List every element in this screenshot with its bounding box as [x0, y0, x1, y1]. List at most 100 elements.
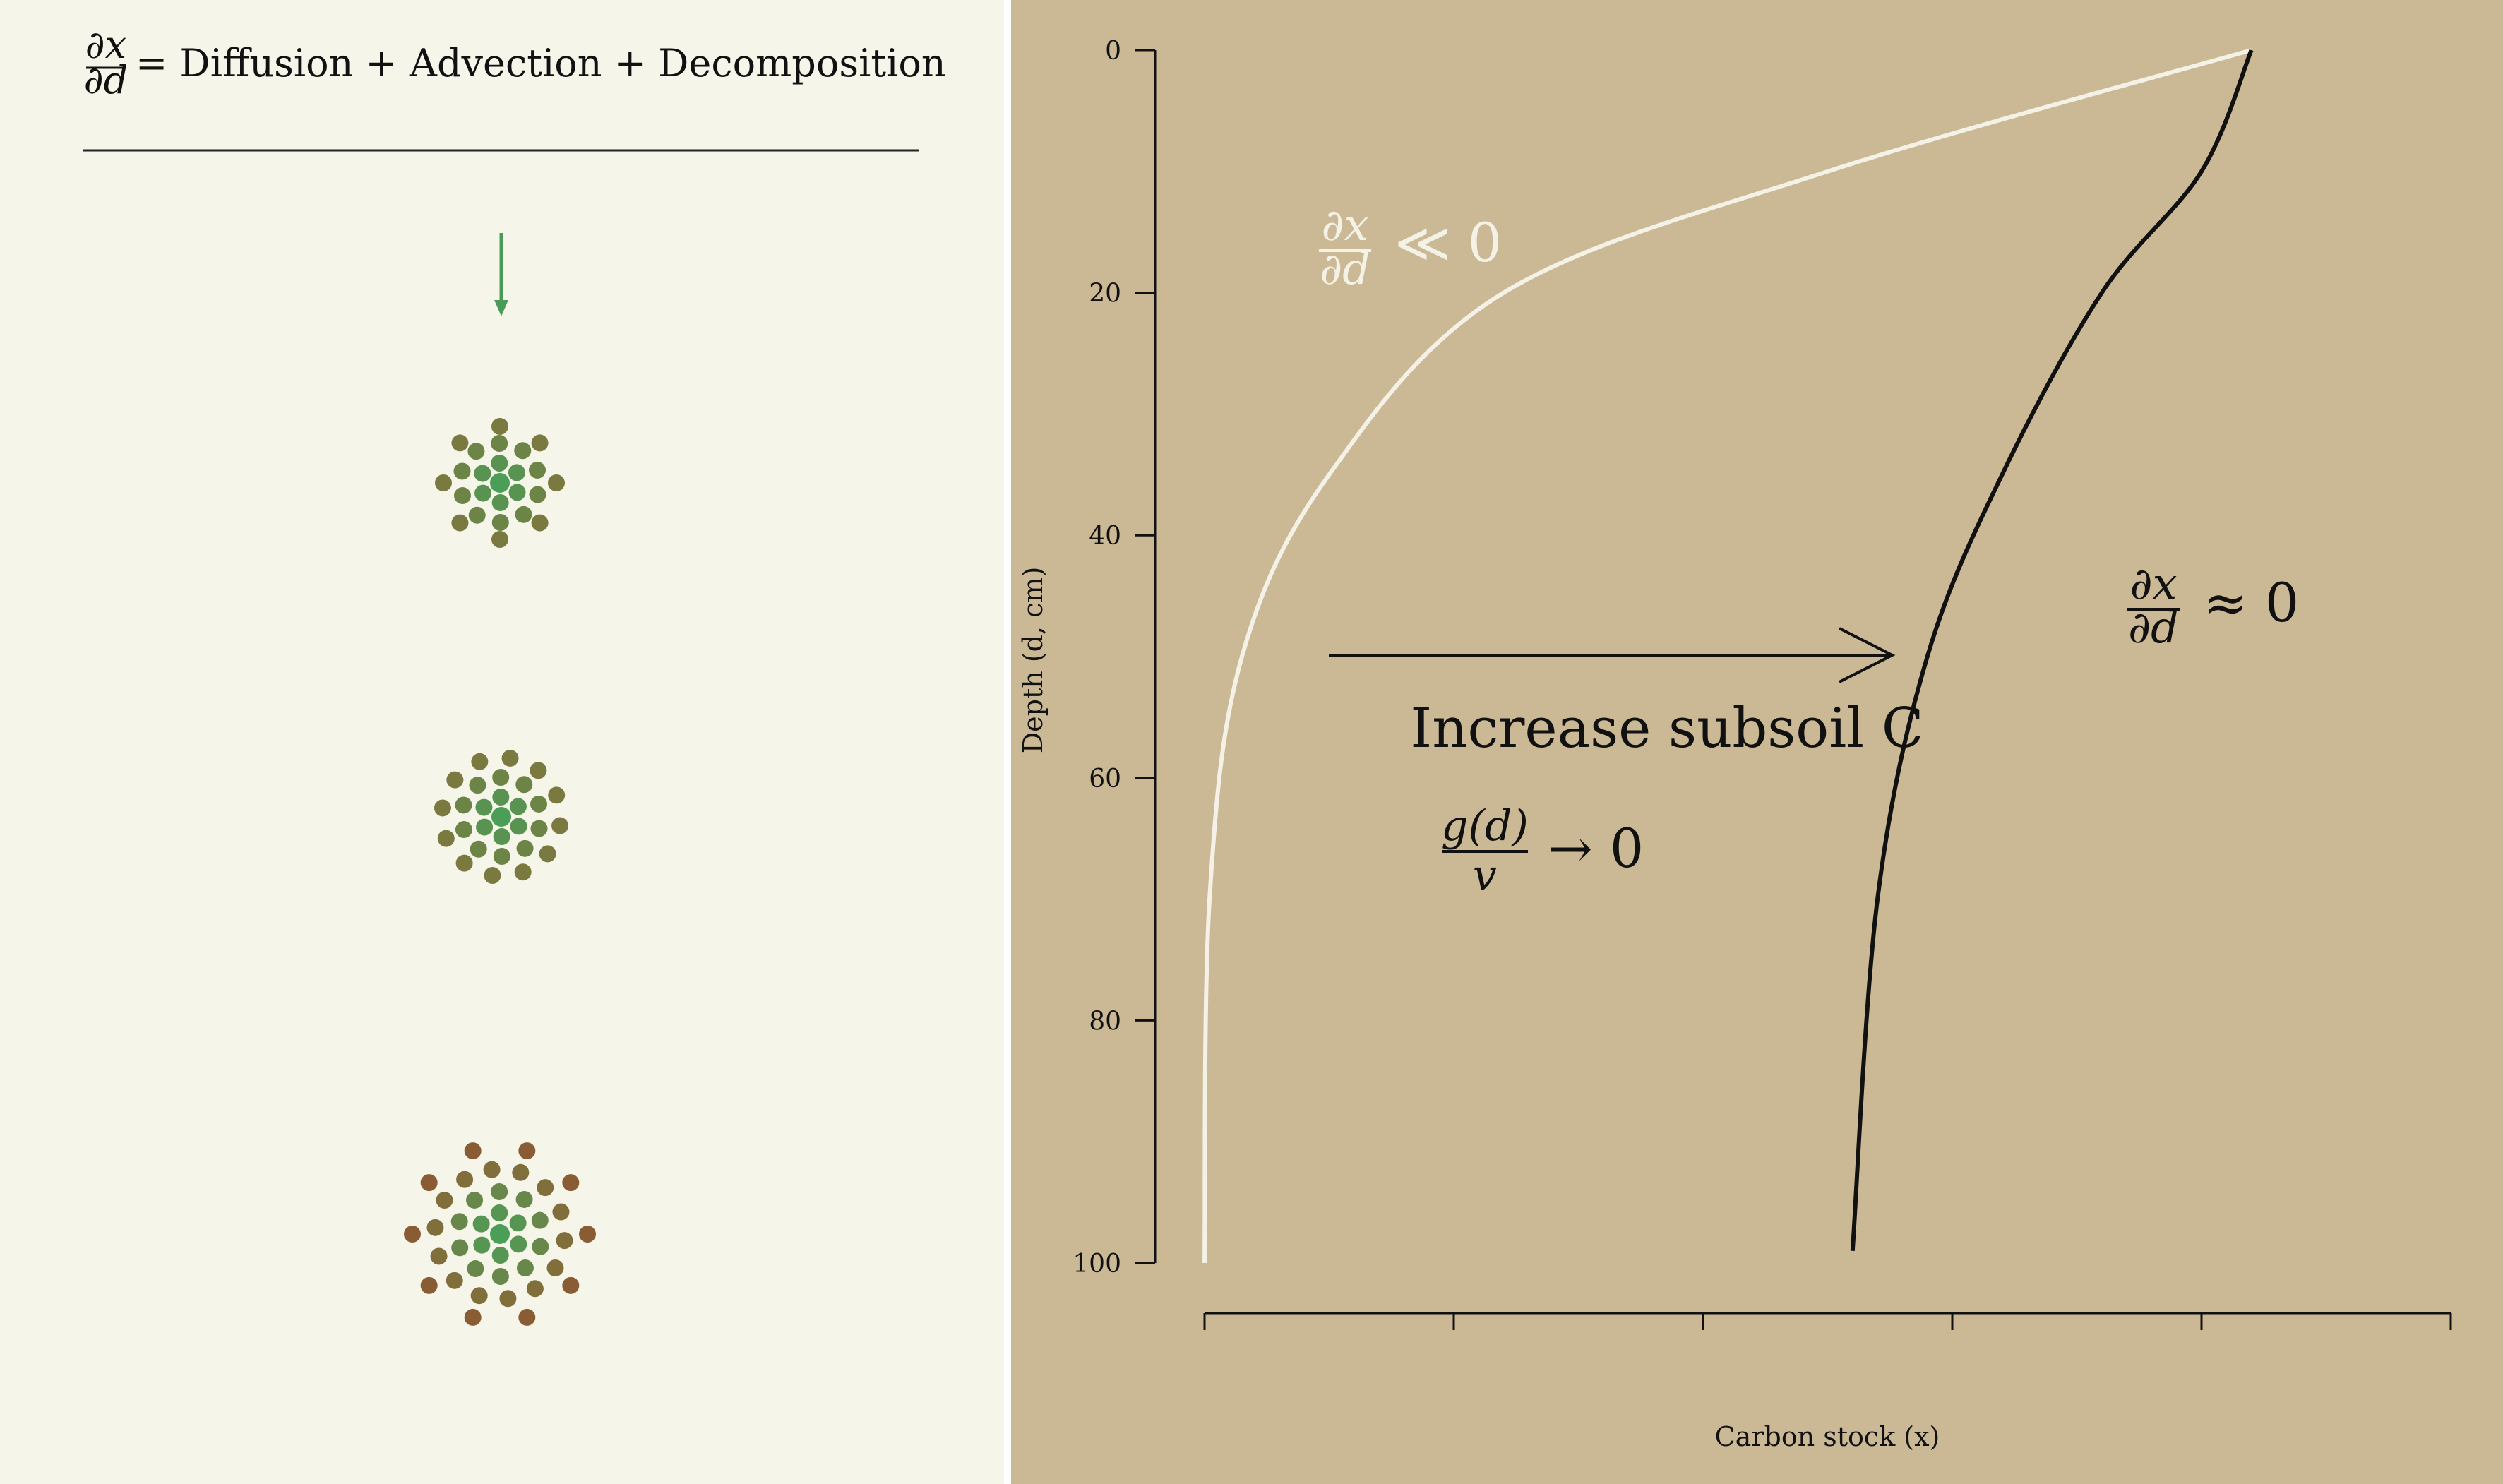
- equation-frac-num: ∂x: [85, 23, 126, 67]
- particle-dot: [420, 1276, 438, 1294]
- y-tick-label: 0: [1105, 37, 1121, 66]
- black-label-num: ∂x: [2129, 558, 2177, 609]
- particle-dot: [466, 1191, 484, 1209]
- particle-dot: [516, 839, 534, 857]
- particle-dot: [446, 1271, 463, 1289]
- particle-dot: [436, 1192, 453, 1209]
- particle-dot: [509, 1214, 527, 1232]
- particle-dot: [518, 1308, 536, 1326]
- y-axis-label: Depth (d, cm): [1017, 567, 1049, 754]
- arrow-text: Increase subsoil C: [1410, 697, 1923, 760]
- particle-dot: [491, 418, 508, 435]
- particle-dot: [472, 1215, 490, 1233]
- particle-dot: [492, 769, 510, 786]
- particle-dot: [530, 820, 548, 837]
- annotation-g-ratio: g(d) v → 0: [1441, 801, 1644, 900]
- particle-dot: [464, 1308, 482, 1326]
- particle-dot: [453, 487, 471, 505]
- particle-dot: [515, 1190, 533, 1208]
- particle-dot: [490, 1224, 510, 1244]
- g-label-den: v: [1473, 851, 1497, 900]
- particle-dot: [469, 777, 486, 794]
- particle-dot: [453, 462, 471, 480]
- equation: ∂x ∂d = Diffusion + Advection + Decompos…: [84, 23, 946, 102]
- downward-arrow-icon: [494, 233, 508, 316]
- increase-arrow: Increase subsoil C: [1329, 627, 1924, 760]
- particle-dot: [539, 845, 556, 863]
- right-panel: [1011, 0, 2503, 1484]
- particle-dot: [515, 505, 532, 523]
- particle-dot: [491, 1183, 508, 1201]
- particle-dot: [532, 1238, 549, 1255]
- particle-dot: [548, 786, 566, 804]
- particle-dot: [468, 506, 486, 524]
- annotation-white-gradient: ∂x ∂d ≪ 0: [1319, 199, 1502, 294]
- particle-dot: [546, 1259, 564, 1276]
- particle-dot: [476, 818, 494, 836]
- y-tick-label: 20: [1089, 280, 1121, 309]
- equation-rhs: = Diffusion + Advection + Decomposition: [136, 41, 946, 85]
- y-tick-label: 40: [1089, 522, 1121, 551]
- particle-dot: [537, 1179, 554, 1197]
- particle-dot: [455, 796, 472, 814]
- particle-dot: [493, 827, 510, 845]
- particle-cluster-large: [404, 1142, 596, 1326]
- particle-dot: [551, 817, 569, 834]
- particle-dot: [455, 854, 473, 872]
- particle-dot: [526, 1280, 544, 1298]
- equation-frac-den: ∂d: [84, 58, 129, 102]
- particle-dot: [464, 1142, 482, 1160]
- particle-dot: [529, 486, 546, 503]
- y-tick-label: 60: [1089, 765, 1121, 794]
- y-tick-label: 80: [1089, 1007, 1121, 1036]
- particle-dot: [451, 434, 469, 452]
- particle-dot: [518, 1142, 536, 1160]
- series-line-black: [1850, 49, 2254, 1252]
- particle-dot: [491, 1204, 508, 1222]
- particle-dot: [552, 1203, 570, 1221]
- particle-dot: [435, 474, 452, 491]
- particle-dot: [467, 1260, 484, 1278]
- particle-dot: [499, 1290, 517, 1308]
- particle-dot: [404, 1226, 421, 1243]
- particle-dot: [562, 1276, 580, 1294]
- particle-dot: [467, 443, 485, 460]
- particle-dot: [579, 1226, 596, 1243]
- particle-dot: [491, 435, 508, 453]
- arrowhead-icon: [1839, 627, 1896, 683]
- particle-dot: [512, 1163, 530, 1181]
- particle-dot: [491, 513, 509, 531]
- particle-dot: [471, 753, 489, 770]
- particle-dot: [493, 847, 510, 865]
- particle-dot: [491, 455, 508, 472]
- particle-dot: [514, 863, 532, 881]
- particle-dot: [420, 1174, 438, 1192]
- x-axis-label: Carbon stock (x): [1715, 1421, 1940, 1452]
- particle-dot: [451, 1239, 469, 1257]
- annotation-black-gradient: ∂x ∂d ≈ 0: [2127, 558, 2299, 653]
- particle-dot: [492, 789, 510, 806]
- particle-dot: [484, 867, 501, 885]
- y-ticks: 0 20 40 60 80 100: [1073, 37, 1155, 1279]
- particle-dot: [470, 840, 487, 858]
- particle-cluster-medium: [434, 749, 569, 885]
- particle-dot: [426, 1219, 444, 1236]
- particle-cluster-small: [435, 418, 565, 548]
- particle-dot: [491, 1267, 509, 1285]
- particle-dot: [531, 434, 549, 452]
- particle-dot: [508, 484, 526, 501]
- particle-dot: [491, 493, 509, 511]
- particle-dot: [491, 531, 508, 548]
- particle-dot: [491, 1246, 509, 1264]
- particle-dot: [455, 821, 472, 839]
- particle-dot: [510, 818, 527, 835]
- particle-dot: [451, 514, 469, 532]
- black-label-rel: ≈ 0: [2203, 571, 2299, 634]
- particle-dot: [529, 461, 546, 479]
- particle-dot: [556, 1232, 573, 1250]
- particle-dot: [450, 1213, 468, 1231]
- particle-dot: [456, 1171, 474, 1188]
- particle-dot: [515, 776, 533, 794]
- particle-dot: [491, 807, 511, 827]
- particle-dot: [508, 464, 525, 481]
